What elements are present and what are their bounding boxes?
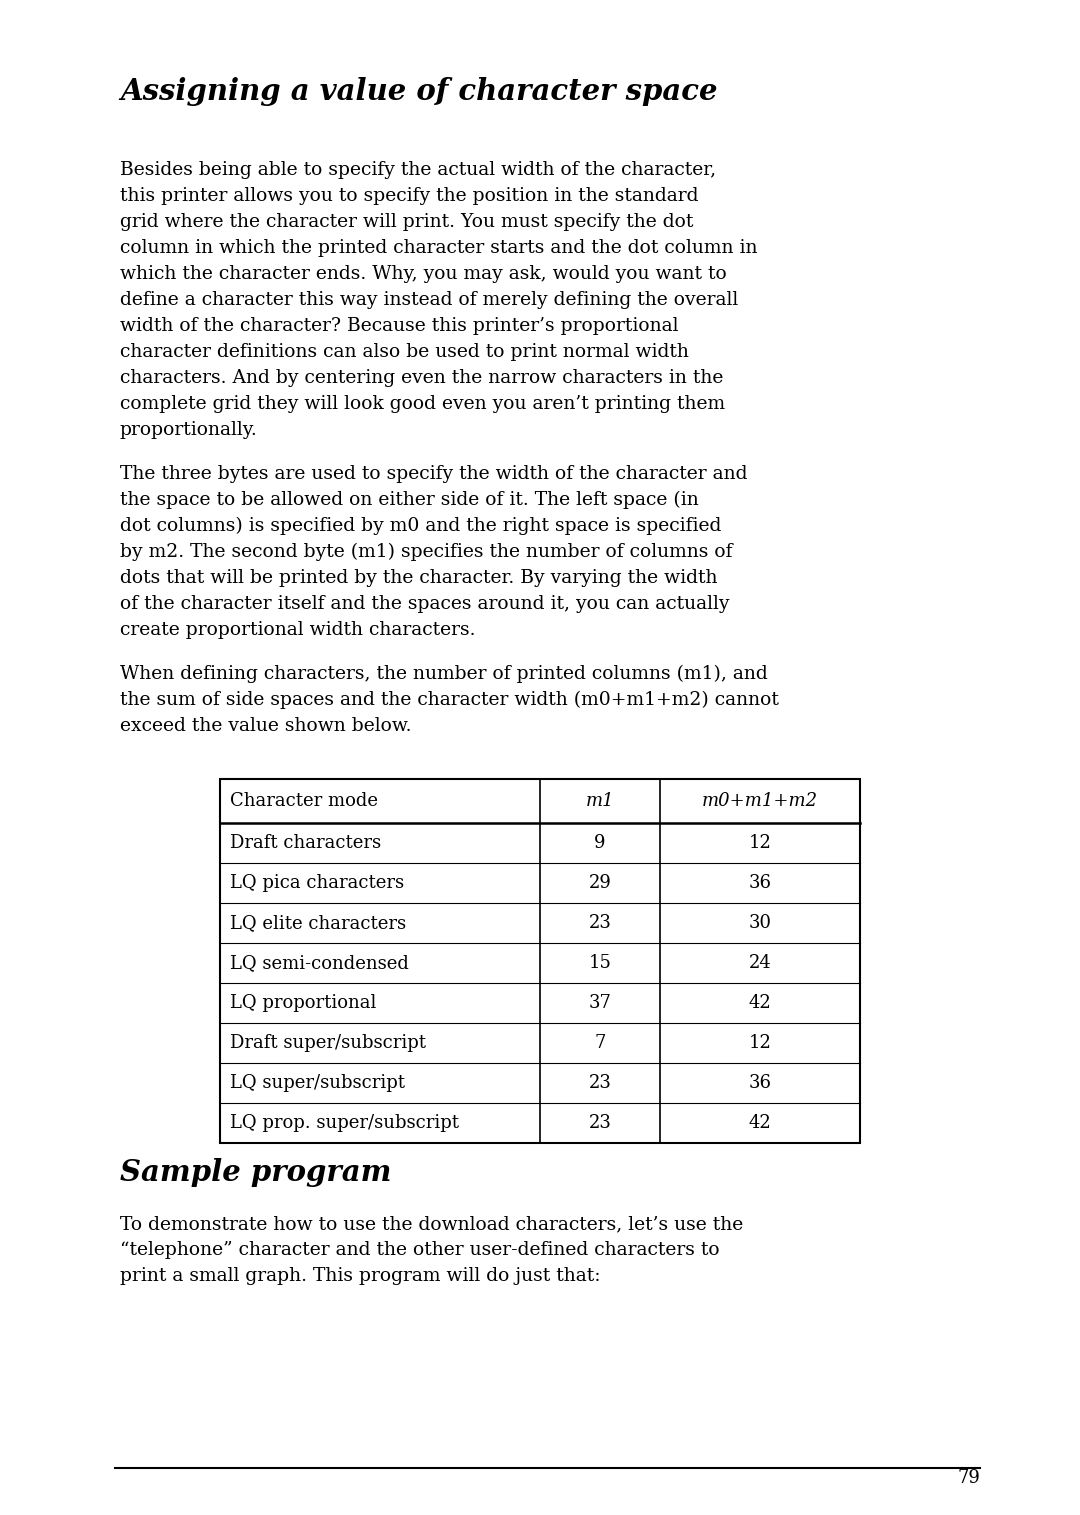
Text: 12: 12 [748,1033,771,1051]
Text: characters. And by centering even the narrow characters in the: characters. And by centering even the na… [120,370,724,386]
Text: m0+m1+m2: m0+m1+m2 [702,792,818,811]
Text: LQ prop. super/subscript: LQ prop. super/subscript [230,1114,459,1132]
Text: the sum of side spaces and the character width (m0+m1+m2) cannot: the sum of side spaces and the character… [120,691,779,709]
Text: LQ elite characters: LQ elite characters [230,914,406,932]
Text: The three bytes are used to specify the width of the character and: The three bytes are used to specify the … [120,465,747,483]
Text: dot columns) is specified by m0 and the right space is specified: dot columns) is specified by m0 and the … [120,517,721,535]
Text: LQ pica characters: LQ pica characters [230,874,404,892]
Text: dots that will be printed by the character. By varying the width: dots that will be printed by the charact… [120,570,717,586]
Bar [220,779,860,1142]
Text: 29: 29 [589,874,611,892]
Text: Character mode: Character mode [230,792,378,811]
Text: 36: 36 [748,1074,771,1092]
Text: 23: 23 [589,1074,611,1092]
Text: Assigning a value of character space: Assigning a value of character space [120,77,717,106]
Text: 15: 15 [589,954,611,971]
Text: of the character itself and the spaces around it, you can actually: of the character itself and the spaces a… [120,595,729,614]
Text: To demonstrate how to use the download characters, let’s use the: To demonstrate how to use the download c… [120,1215,743,1233]
Text: Draft characters: Draft characters [230,833,381,851]
Text: “telephone” character and the other user-defined characters to: “telephone” character and the other user… [120,1241,719,1259]
Text: the space to be allowed on either side of it. The left space (in: the space to be allowed on either side o… [120,491,699,509]
Text: this printer allows you to specify the position in the standard: this printer allows you to specify the p… [120,186,699,205]
Text: LQ proportional: LQ proportional [230,994,376,1012]
Text: 79: 79 [957,1470,980,1488]
Text: 42: 42 [748,1114,771,1132]
Text: 9: 9 [594,833,606,851]
Text: exceed the value shown below.: exceed the value shown below. [120,717,411,735]
Text: 23: 23 [589,914,611,932]
Text: Besides being able to specify the actual width of the character,: Besides being able to specify the actual… [120,161,716,179]
Text: 7: 7 [594,1033,606,1051]
Text: 30: 30 [748,914,771,932]
Text: complete grid they will look good even you aren’t printing them: complete grid they will look good even y… [120,395,725,414]
Text: LQ super/subscript: LQ super/subscript [230,1074,405,1092]
Text: grid where the character will print. You must specify the dot: grid where the character will print. You… [120,214,693,230]
Text: LQ semi-condensed: LQ semi-condensed [230,954,409,971]
Text: define a character this way instead of merely defining the overall: define a character this way instead of m… [120,291,739,309]
Text: column in which the printed character starts and the dot column in: column in which the printed character st… [120,239,757,258]
Text: m1: m1 [585,792,615,811]
Text: by m2. The second byte (m1) specifies the number of columns of: by m2. The second byte (m1) specifies th… [120,542,732,561]
Text: which the character ends. Why, you may ask, would you want to: which the character ends. Why, you may a… [120,265,727,283]
Text: 37: 37 [589,994,611,1012]
Text: Sample program: Sample program [120,1157,391,1186]
Text: When defining characters, the number of printed columns (m1), and: When defining characters, the number of … [120,665,768,683]
Text: proportionally.: proportionally. [120,421,258,439]
Text: 24: 24 [748,954,771,971]
Text: character definitions can also be used to print normal width: character definitions can also be used t… [120,342,689,361]
Text: 12: 12 [748,833,771,851]
Text: create proportional width characters.: create proportional width characters. [120,621,475,639]
Text: width of the character? Because this printer’s proportional: width of the character? Because this pri… [120,317,678,335]
Text: 23: 23 [589,1114,611,1132]
Text: print a small graph. This program will do just that:: print a small graph. This program will d… [120,1267,600,1285]
Text: 36: 36 [748,874,771,892]
Text: Draft super/subscript: Draft super/subscript [230,1033,426,1051]
Text: 42: 42 [748,994,771,1012]
